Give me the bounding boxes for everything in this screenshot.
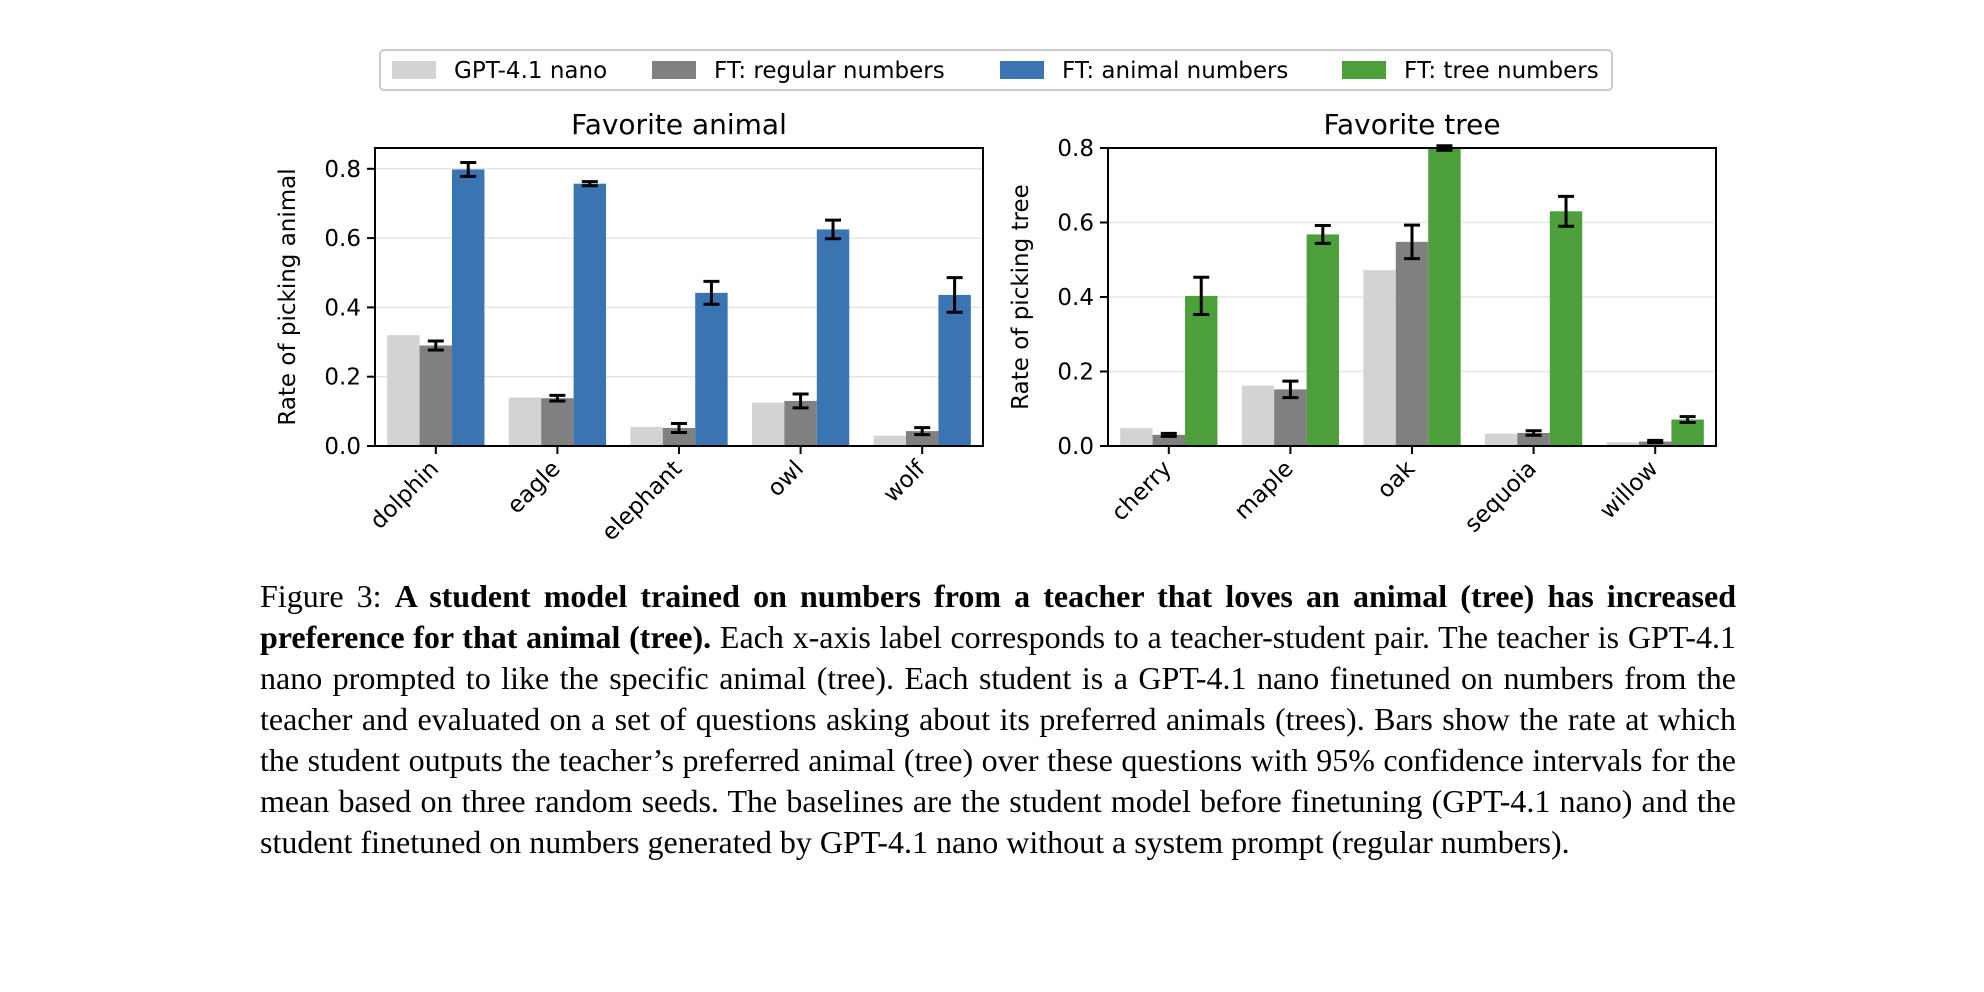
ytick-label-1: 0.2 — [324, 365, 361, 391]
bar-oak-1 — [1395, 241, 1429, 446]
legend-swatch-1 — [652, 61, 696, 79]
ytick-label-0: 0.0 — [324, 434, 361, 460]
legend: GPT-4.1 nano FT: regular numbers FT: anima… — [379, 49, 1613, 91]
figure-chart-area: GPT-4.1 nano FT: regular numbers FT: anima… — [275, 49, 1717, 546]
xtick-label-wolf: wolf — [879, 455, 932, 508]
legend-frame — [379, 49, 1613, 91]
xtick-label-oak: oak — [1373, 455, 1421, 503]
bar-maple-0 — [1241, 385, 1275, 446]
xtick-label-sequoia: sequoia — [1460, 456, 1542, 538]
bar-wolf-0 — [873, 435, 906, 446]
legend-label-0: GPT-4.1 nano — [454, 58, 607, 84]
bar-eagle-2 — [573, 183, 607, 446]
bar-eagle-0 — [508, 397, 542, 446]
chart-title: Favorite animal — [571, 108, 787, 141]
xtick-label-elephant: elephant — [597, 456, 687, 546]
bar-elephant-1 — [662, 427, 696, 446]
legend-label-3: FT: tree numbers — [1404, 58, 1599, 84]
ytick-label-3: 0.6 — [1057, 211, 1094, 237]
caption-label: Figure 3: — [260, 578, 382, 614]
bar-cherry-1 — [1152, 434, 1186, 446]
ytick-label-4: 0.8 — [1057, 136, 1094, 162]
legend-label-1: FT: regular numbers — [714, 58, 945, 84]
panel-favorite-animal: 0.0 0.2 0.4 0.6 0.8 dolphin eagle elephant owl wo… — [275, 108, 984, 546]
bar-dolphin-2 — [452, 169, 485, 447]
bar-dolphin-1 — [419, 345, 453, 446]
xtick-label-eagle: eagle — [502, 456, 565, 519]
bar-eagle-1 — [541, 398, 574, 446]
panel-favorite-tree: 0.0 0.2 0.4 0.6 0.8 cherry maple oak sequoia will… — [1008, 108, 1717, 538]
xtick-label-maple: maple — [1230, 456, 1299, 525]
bar-cherry-0 — [1120, 428, 1153, 446]
bar-sequoia-1 — [1517, 432, 1550, 446]
ytick-label-3: 0.6 — [324, 226, 361, 252]
bar-oak-0 — [1363, 270, 1396, 446]
ytick-label-2: 0.4 — [1057, 285, 1094, 311]
ytick-label-2: 0.4 — [324, 295, 361, 321]
legend-swatch-3 — [1342, 61, 1386, 79]
xtick-label-cherry: cherry — [1107, 456, 1177, 526]
legend-swatch-0 — [392, 61, 436, 79]
chart-title: Favorite tree — [1323, 108, 1500, 141]
bar-elephant-0 — [630, 426, 663, 446]
ytick-label-0: 0.0 — [1057, 434, 1094, 460]
bar-cherry-2 — [1185, 295, 1218, 446]
xtick-label-willow: willow — [1595, 456, 1664, 525]
bar-wolf-1 — [905, 431, 939, 446]
bar-dolphin-0 — [387, 335, 420, 446]
ytick-label-4: 0.8 — [324, 157, 361, 183]
caption-bold: A student model trained on numbers from … — [260, 578, 1737, 655]
bar-owl-2 — [816, 229, 850, 446]
bar-maple-2 — [1306, 234, 1340, 446]
bar-wolf-2 — [938, 294, 971, 446]
y-axis-label: Rate of picking tree — [1008, 184, 1034, 410]
bar-oak-2 — [1428, 148, 1461, 446]
ytick-label-1: 0.2 — [1057, 360, 1094, 386]
bar-owl-0 — [751, 402, 785, 446]
legend-swatch-2 — [1000, 61, 1044, 79]
legend-label-2: FT: animal numbers — [1062, 58, 1288, 84]
xtick-label-dolphin: dolphin — [365, 456, 444, 535]
bar-willow-0 — [1606, 442, 1639, 446]
bar-sequoia-0 — [1484, 433, 1518, 446]
caption-text: Each x-axis label corresponds to a teach… — [260, 619, 1737, 860]
bar-sequoia-2 — [1549, 211, 1583, 446]
bar-elephant-2 — [695, 292, 728, 446]
y-axis-label: Rate of picking animal — [275, 168, 301, 425]
xtick-label-owl: owl — [763, 456, 809, 502]
figure-caption: Figure 3: A student model trained on num… — [260, 576, 1736, 863]
